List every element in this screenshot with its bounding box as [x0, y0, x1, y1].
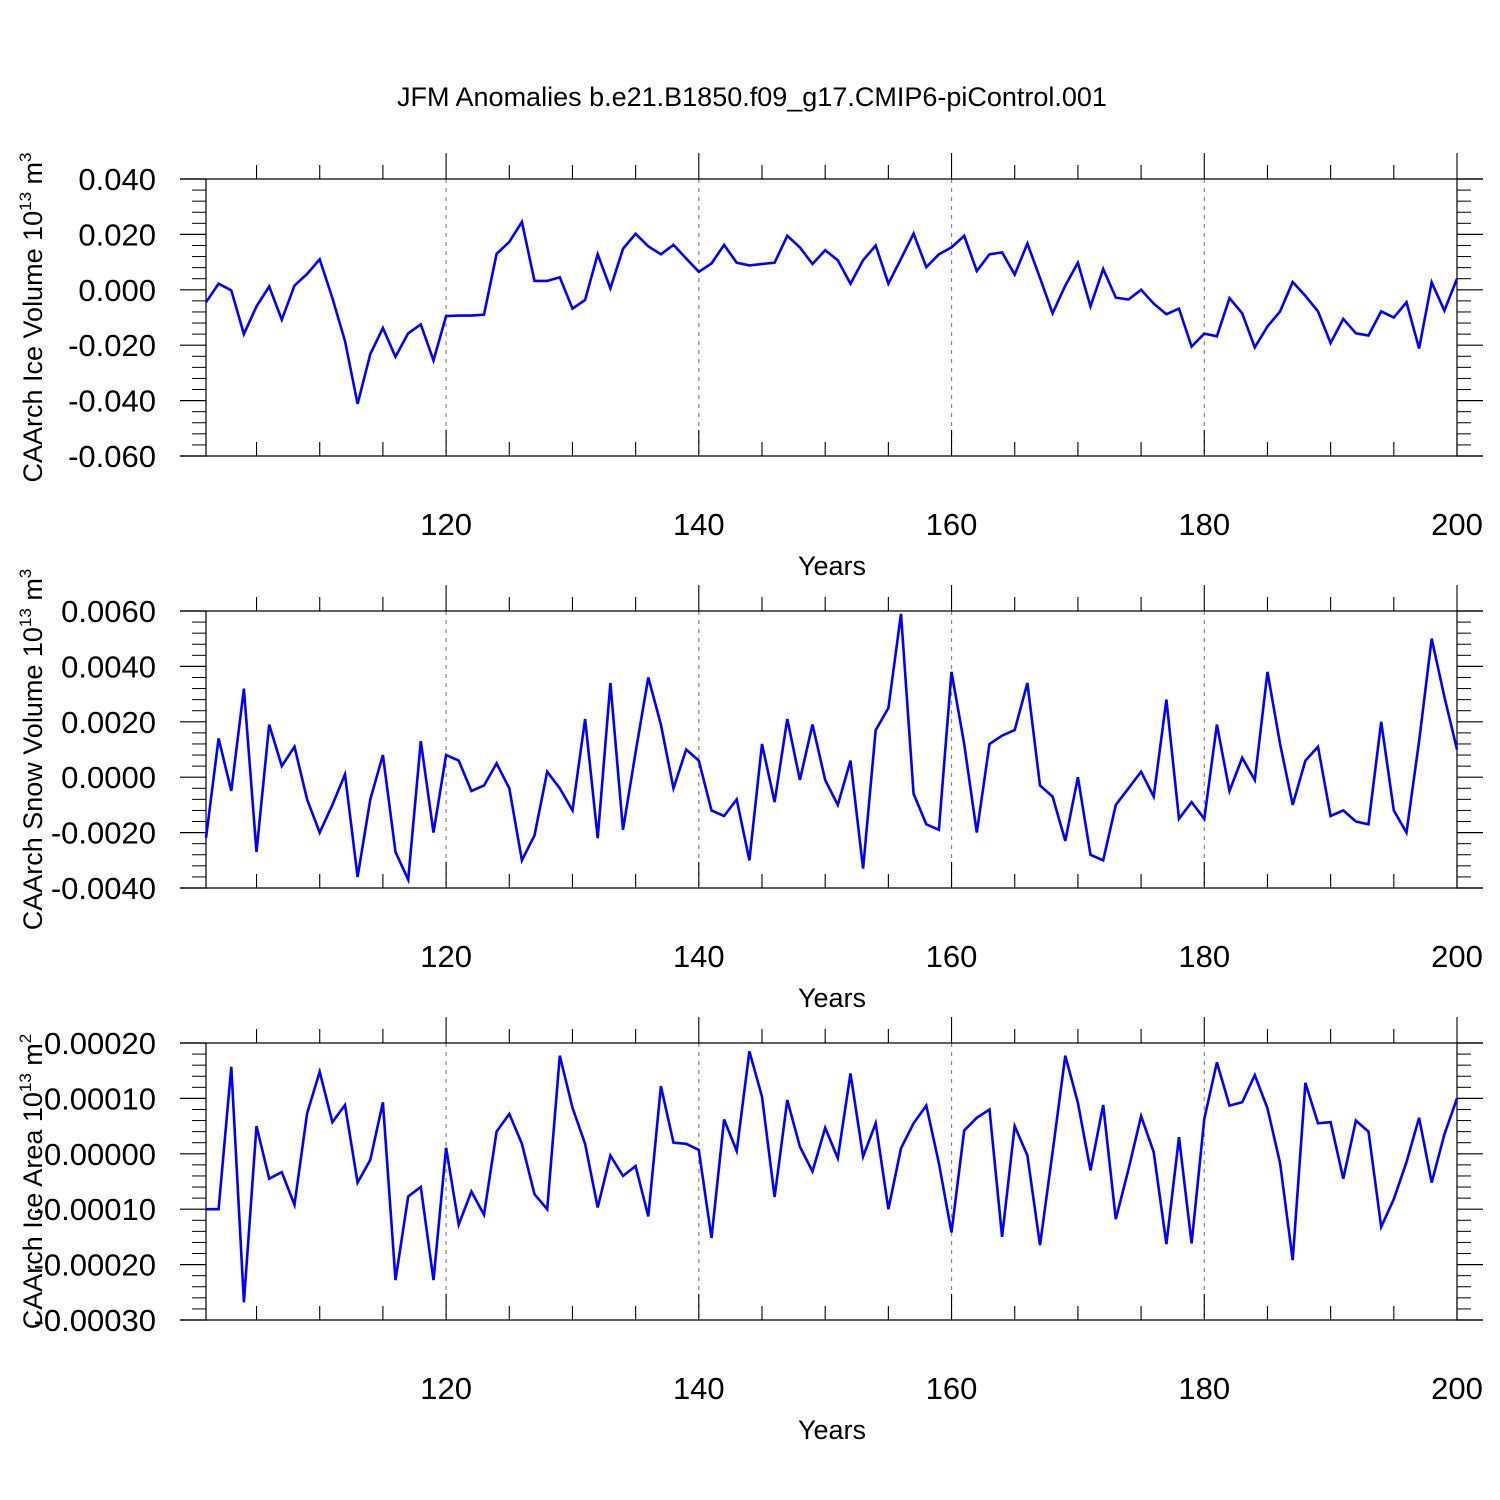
x-tick-label: 140 [673, 507, 725, 542]
y-tick-label: -0.040 [68, 384, 156, 419]
y-axis-title: CAArch Snow Volume 1013 m3 [16, 569, 48, 931]
y-tick-label: -0.00030 [34, 1303, 156, 1338]
x-tick-label: 160 [926, 1371, 978, 1406]
y-tick-label: 0.020 [78, 217, 156, 252]
chart-title: JFM Anomalies b.e21.B1850.f09_g17.CMIP6-… [397, 82, 1107, 112]
y-tick-label: 0.0000 [61, 760, 156, 795]
x-axis-title: Years [798, 983, 866, 1013]
y-tick-label: 0.00010 [44, 1081, 156, 1116]
chart-panel-2: -0.0040 -0.0020 0.0000 0.0020 0.0040 0.0060 12… [16, 569, 1483, 1013]
x-axis-title: Years [798, 1415, 866, 1445]
y-tick-label: -0.00010 [34, 1192, 156, 1227]
x-tick-label: 180 [1178, 1371, 1230, 1406]
x-tick-label: 160 [926, 939, 978, 974]
y-tick-label: -0.00020 [34, 1248, 156, 1283]
y-tick-label: -0.0040 [51, 871, 156, 906]
x-tick-label: 120 [420, 507, 472, 542]
y-axis-title: CAArch Ice Volume 1013 m3 [16, 152, 48, 482]
x-tick-label: 140 [673, 1371, 725, 1406]
y-tick-label: 0.000 [78, 273, 156, 308]
x-tick-label: 200 [1431, 507, 1483, 542]
x-tick-label: 200 [1431, 939, 1483, 974]
x-tick-label: 140 [673, 939, 725, 974]
x-tick-label: 120 [420, 1371, 472, 1406]
chart-panel-3: -0.00030 -0.00020 -0.00010 0.00000 0.00010 0.… [16, 1017, 1483, 1445]
x-tick-label: 180 [1178, 507, 1230, 542]
y-tick-label: -0.060 [68, 439, 156, 474]
y-tick-label: 0.0020 [61, 705, 156, 740]
y-tick-label: 0.040 [78, 162, 156, 197]
y-tick-label: 0.0060 [61, 594, 156, 629]
y-axis-title: CAArch Ice Area 1013 m2 [16, 1034, 48, 1330]
y-tick-label: 0.00020 [44, 1026, 156, 1061]
y-tick-label: -0.020 [68, 328, 156, 363]
panels: -0.060 -0.040 -0.020 0.000 0.020 0.040 120 140 1… [16, 152, 1483, 1445]
y-tick-label: 0.00000 [44, 1137, 156, 1172]
x-axis-title: Years [798, 551, 866, 581]
series-line [204, 218, 1459, 405]
series-line [204, 613, 1459, 885]
series-line [206, 1050, 1459, 1303]
chart-panel-1: -0.060 -0.040 -0.020 0.000 0.020 0.040 120 140 1… [16, 152, 1483, 581]
y-tick-label: 0.0040 [61, 649, 156, 684]
x-tick-label: 120 [420, 939, 472, 974]
x-tick-label: 200 [1431, 1371, 1483, 1406]
y-tick-label: -0.0020 [51, 816, 156, 851]
x-tick-label: 160 [926, 507, 978, 542]
x-tick-label: 180 [1178, 939, 1230, 974]
